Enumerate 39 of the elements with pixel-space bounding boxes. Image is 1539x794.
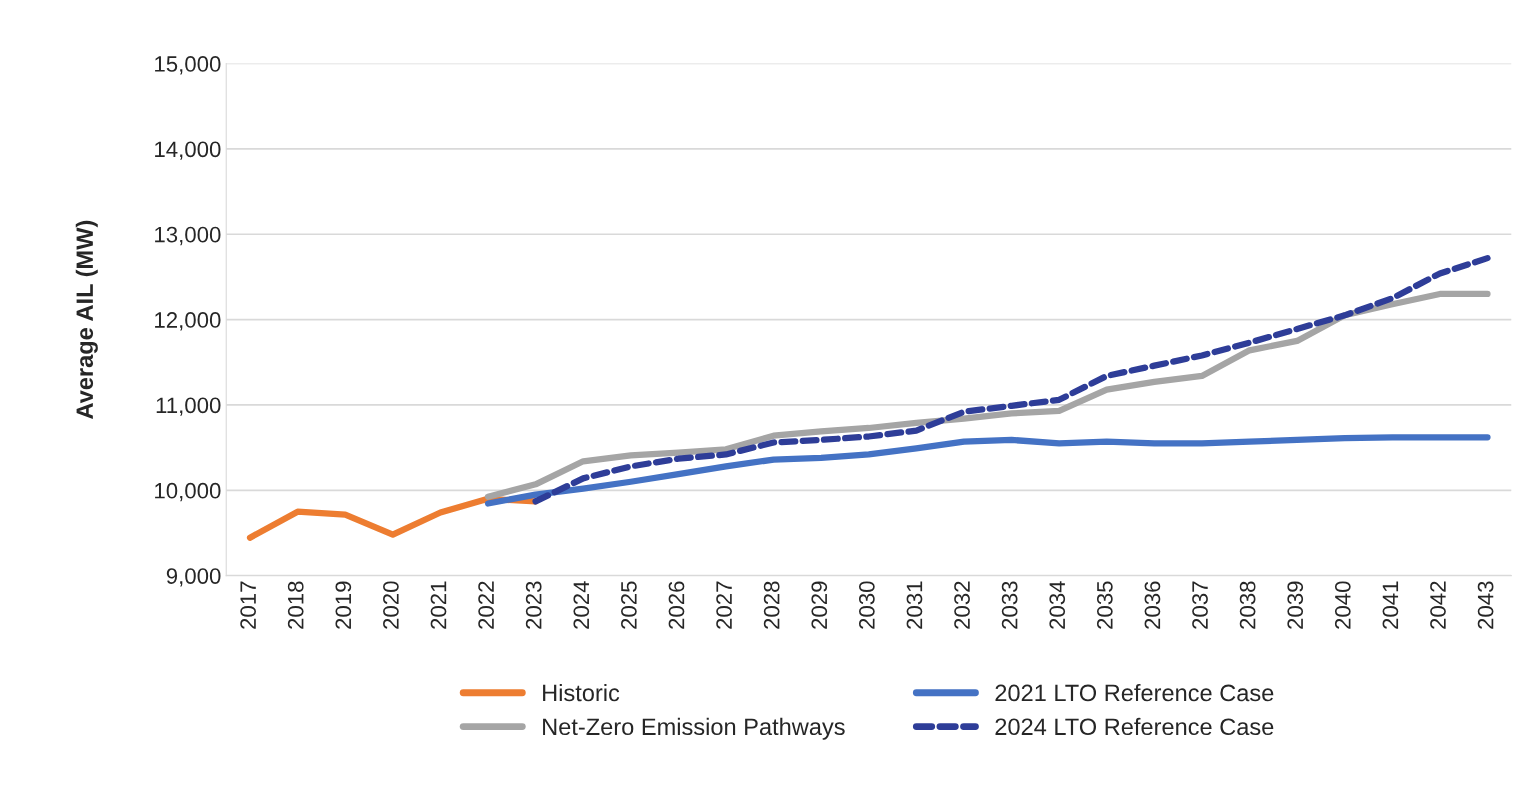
- x-tick-label: 2021: [430, 581, 447, 629]
- y-axis-title: Average AIL (MW): [75, 220, 98, 419]
- x-tick-label: 2037: [1192, 581, 1208, 629]
- y-tick-label: 13,000: [155, 226, 221, 246]
- x-tick-label: 2039: [1287, 581, 1304, 629]
- x-tick-label: 2038: [1239, 581, 1256, 629]
- y-tick-label: 11,000: [156, 397, 221, 416]
- y-tick-label: 15,000: [155, 56, 221, 75]
- x-tick-label: 2024: [573, 581, 590, 629]
- x-tick-label: 2042: [1430, 581, 1446, 629]
- x-tick-label: 2031: [906, 581, 923, 629]
- x-tick-label: 2017: [240, 581, 256, 629]
- x-tick-label: 2032: [954, 581, 970, 629]
- y-tick-label: 9,000: [166, 568, 221, 587]
- x-tick-label: 2030: [858, 581, 875, 629]
- x-tick-label: 2023: [525, 581, 542, 629]
- legend-label: Net-Zero Emission Pathways: [543, 717, 845, 740]
- x-tick-label: 2033: [1001, 581, 1018, 629]
- x-tick-label: 2019: [335, 581, 352, 629]
- legend-label: 2021 LTO Reference Case: [995, 683, 1274, 702]
- y-tick-label: 12,000: [155, 312, 221, 331]
- x-tick-label: 2027: [716, 581, 732, 629]
- x-tick-label: 2036: [1144, 581, 1161, 629]
- x-tick-label: 2034: [1049, 581, 1066, 629]
- x-tick-label: 2040: [1334, 581, 1351, 629]
- x-tick-label: 2025: [621, 581, 637, 629]
- x-tick-label: 2022: [478, 581, 494, 629]
- x-tick-label: 2028: [763, 581, 780, 629]
- x-tick-label: 2020: [383, 581, 399, 629]
- x-tick-label: 2018: [287, 581, 304, 629]
- x-tick-label: 2035: [1096, 581, 1113, 629]
- legend-label: Historic: [543, 683, 620, 702]
- y-tick-label: 10,000: [155, 482, 221, 502]
- x-tick-label: 2043: [1477, 581, 1494, 629]
- x-tick-label: 2029: [811, 581, 828, 629]
- y-tick-label: 14,000: [155, 141, 221, 160]
- x-tick-label: 2026: [668, 581, 685, 629]
- legend-label: 2024 LTO Reference Case: [995, 717, 1274, 736]
- x-tick-label: 2041: [1382, 581, 1399, 629]
